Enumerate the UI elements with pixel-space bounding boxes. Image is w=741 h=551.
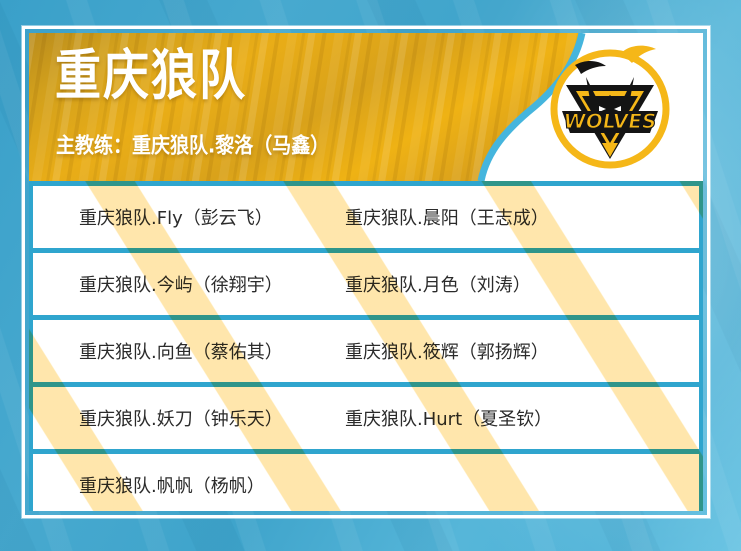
roster-row[interactable]: 重庆狼队.帆帆（杨帆）	[33, 454, 699, 511]
roster-row[interactable]: 重庆狼队.Fly（彭云飞） 重庆狼队.晨阳（王志成）	[33, 186, 699, 248]
team-header: 重庆狼队 主教练：重庆狼队.黎洛（马鑫）	[29, 33, 703, 181]
player-name: 重庆狼队.Hurt（夏圣钦）	[345, 409, 553, 430]
player-name: 重庆狼队.筱辉（郭扬辉）	[345, 342, 549, 363]
logo-wordmark: WOLVES	[562, 109, 658, 133]
header-curve-accent	[477, 33, 586, 181]
player-name: 重庆狼队.妖刀（钟乐天）	[79, 409, 283, 430]
roster-row[interactable]: 重庆狼队.今屿（徐翔宇） 重庆狼队.月色（刘涛）	[33, 253, 699, 315]
page-title: 重庆狼队	[55, 43, 247, 108]
player-name: 重庆狼队.月色（刘涛）	[345, 275, 531, 296]
team-card-inner: 重庆狼队 主教练：重庆狼队.黎洛（马鑫）	[29, 33, 703, 511]
player-name: 重庆狼队.晨阳（王志成）	[345, 208, 549, 229]
team-card: 重庆狼队 主教练：重庆狼队.黎洛（马鑫）	[22, 26, 710, 518]
player-name: 重庆狼队.Fly（彭云飞）	[79, 208, 273, 229]
player-name: 重庆狼队.今屿（徐翔宇）	[79, 275, 283, 296]
roster-list: 重庆狼队.Fly（彭云飞） 重庆狼队.晨阳（王志成） 重庆狼队.今屿（徐翔宇） …	[29, 181, 703, 511]
roster-row[interactable]: 重庆狼队.向鱼（蔡佑其） 重庆狼队.筱辉（郭扬辉）	[33, 320, 699, 382]
coach-label: 主教练：重庆狼队.黎洛（马鑫）	[56, 133, 330, 159]
player-name: 重庆狼队.帆帆（杨帆）	[79, 476, 265, 497]
wolves-logo-icon: WOLVES	[550, 45, 670, 169]
player-name: 重庆狼队.向鱼（蔡佑其）	[79, 342, 283, 363]
wolves-logo: WOLVES	[542, 39, 678, 175]
header-gold-panel	[29, 33, 586, 181]
roster-row[interactable]: 重庆狼队.妖刀（钟乐天） 重庆狼队.Hurt（夏圣钦）	[33, 387, 699, 449]
